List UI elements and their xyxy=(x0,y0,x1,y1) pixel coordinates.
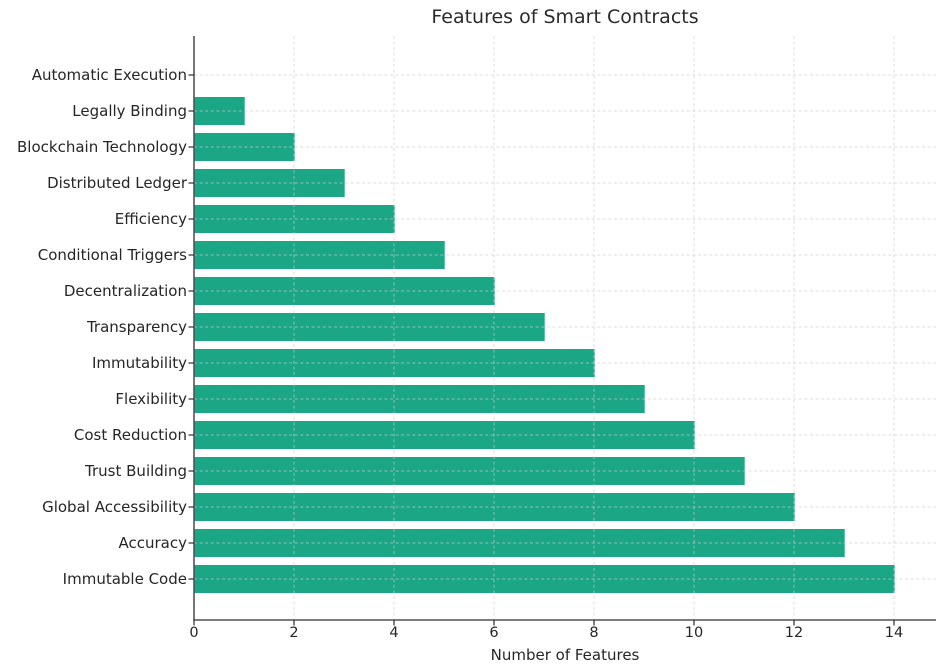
y-category-label: Accuracy xyxy=(118,534,187,552)
y-category-label: Immutable Code xyxy=(62,570,187,588)
y-category-label: Decentralization xyxy=(63,282,187,300)
y-category-label: Global Accessibility xyxy=(42,498,187,516)
y-category-label: Automatic Execution xyxy=(31,66,187,84)
y-category-label: Conditional Triggers xyxy=(37,246,187,264)
y-category-label: Cost Reduction xyxy=(73,426,187,444)
y-category-label: Flexibility xyxy=(115,390,187,408)
x-tick-label: 14 xyxy=(884,625,904,641)
x-axis-title: Number of Features xyxy=(490,646,640,664)
x-tick-label: 12 xyxy=(784,625,804,641)
y-category-label: Efficiency xyxy=(114,210,187,228)
x-tick-label: 2 xyxy=(289,625,299,641)
y-category-label: Blockchain Technology xyxy=(17,138,187,156)
y-category-label: Distributed Ledger xyxy=(47,174,187,192)
x-tick-label: 8 xyxy=(589,625,599,641)
bar xyxy=(194,97,245,125)
x-tick-label: 6 xyxy=(489,625,499,641)
y-category-label: Legally Binding xyxy=(72,102,187,120)
chart-title: Features of Smart Contracts xyxy=(431,6,699,28)
x-tick-label: 4 xyxy=(389,625,399,641)
y-category-label: Transparency xyxy=(86,318,187,336)
bar xyxy=(194,349,595,377)
y-category-label: Trust Building xyxy=(85,462,187,480)
x-tick-label: 0 xyxy=(189,625,199,641)
y-category-label: Immutability xyxy=(91,354,187,372)
x-tick-label: 10 xyxy=(684,625,704,641)
